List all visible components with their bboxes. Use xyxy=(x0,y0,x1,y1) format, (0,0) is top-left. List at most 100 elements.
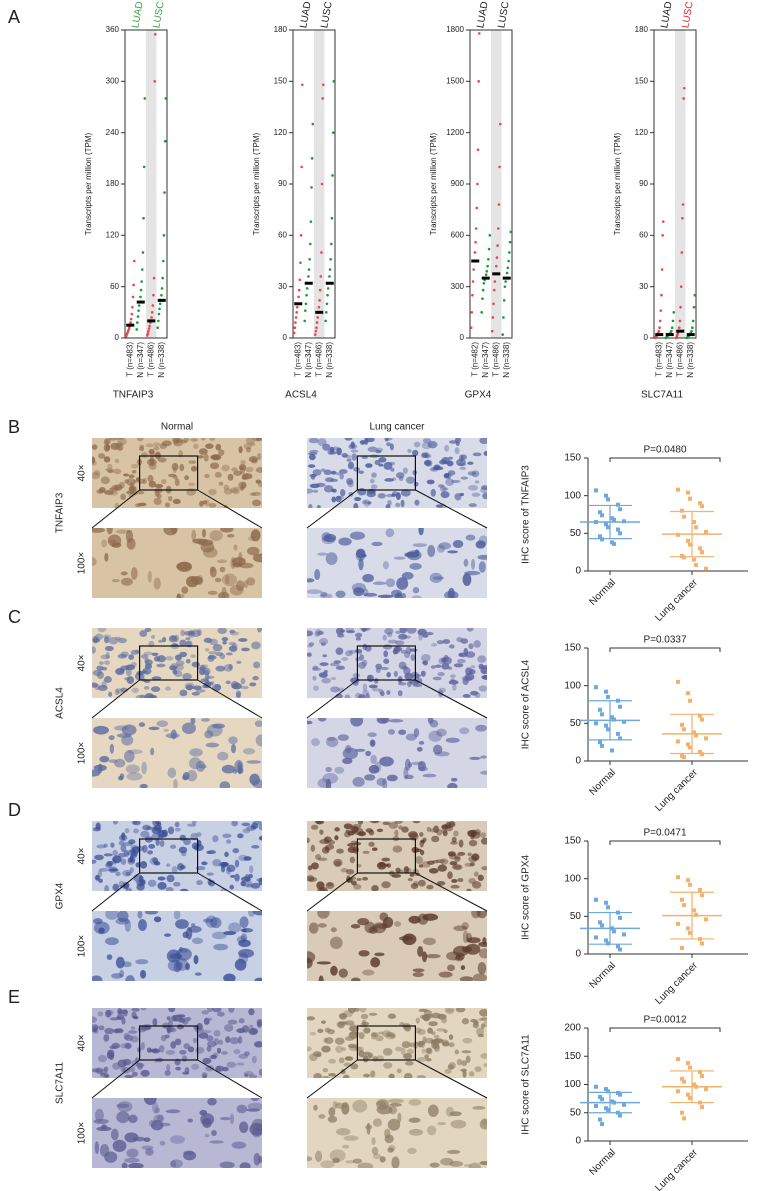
cell xyxy=(307,1016,316,1021)
cell xyxy=(128,474,135,479)
cell xyxy=(130,567,138,580)
cell xyxy=(467,830,476,838)
cell xyxy=(109,1045,118,1050)
cell xyxy=(151,676,162,681)
cell xyxy=(161,636,167,643)
cell xyxy=(130,1026,136,1030)
cell xyxy=(406,550,422,561)
cell xyxy=(395,472,405,479)
cell xyxy=(185,637,191,641)
cell xyxy=(159,1140,166,1146)
cell xyxy=(107,534,122,547)
cell xyxy=(421,452,428,458)
cell xyxy=(348,443,357,450)
cell xyxy=(378,862,386,868)
data-point xyxy=(304,302,308,306)
cell xyxy=(422,634,429,638)
data-point xyxy=(660,268,664,271)
cell xyxy=(387,1013,397,1019)
cell xyxy=(92,682,98,688)
cell xyxy=(397,682,407,686)
data-point xyxy=(321,97,324,100)
data-point xyxy=(330,216,334,220)
cell xyxy=(335,647,344,656)
cell xyxy=(441,663,450,670)
cell xyxy=(131,687,139,693)
cell xyxy=(477,554,487,560)
data-point xyxy=(600,743,604,748)
cell xyxy=(126,772,143,781)
cell xyxy=(414,499,420,506)
cell xyxy=(176,1024,184,1030)
cell xyxy=(169,1135,185,1144)
cell xyxy=(142,478,147,485)
cell xyxy=(401,1041,411,1049)
cell xyxy=(432,576,445,580)
cell xyxy=(182,931,189,939)
cell xyxy=(241,473,249,481)
cell xyxy=(97,1054,107,1063)
cell xyxy=(135,1062,145,1068)
cell xyxy=(327,882,333,887)
data-point xyxy=(704,917,708,922)
cell xyxy=(128,1030,138,1034)
cell xyxy=(415,1017,420,1024)
y-axis-label: IHC score of TNFAIP3 xyxy=(521,465,532,564)
cell xyxy=(408,831,418,839)
cell xyxy=(112,849,118,857)
cell xyxy=(257,628,262,633)
cell xyxy=(249,1024,254,1030)
cell xyxy=(397,690,403,697)
cell xyxy=(176,660,185,666)
cell xyxy=(104,885,109,891)
cell xyxy=(137,911,143,919)
cell xyxy=(360,1013,369,1020)
data-point xyxy=(670,329,673,333)
cell xyxy=(151,826,162,835)
cell xyxy=(424,459,433,467)
cell xyxy=(403,666,411,675)
cell xyxy=(92,827,101,832)
cell xyxy=(463,558,469,567)
data-point xyxy=(139,295,142,299)
cell xyxy=(468,878,476,884)
data-point xyxy=(297,295,300,299)
cell xyxy=(157,655,166,663)
cell xyxy=(388,1098,404,1104)
data-point xyxy=(606,905,610,910)
cell xyxy=(141,844,148,853)
cell xyxy=(448,1042,455,1048)
cell xyxy=(362,643,368,651)
cell xyxy=(131,1071,138,1077)
cell xyxy=(244,874,250,882)
cell xyxy=(343,823,353,830)
cell xyxy=(244,884,253,888)
cell xyxy=(424,1054,429,1059)
cell xyxy=(447,871,453,880)
cell xyxy=(415,856,423,864)
cell xyxy=(317,923,327,928)
cell xyxy=(382,561,389,570)
cell xyxy=(468,1162,482,1168)
cell xyxy=(346,477,354,485)
cell xyxy=(416,1075,426,1078)
y-tick-label: 180 xyxy=(274,25,288,34)
cell xyxy=(448,456,453,460)
cell xyxy=(473,640,481,648)
cell xyxy=(465,943,481,955)
cell xyxy=(387,639,398,644)
cell xyxy=(124,1034,134,1041)
cell xyxy=(436,829,443,836)
cell xyxy=(427,718,434,724)
data-point xyxy=(694,733,698,738)
cell xyxy=(240,685,249,690)
cell xyxy=(328,1107,336,1117)
cell xyxy=(242,828,251,834)
cell xyxy=(390,467,395,472)
cell xyxy=(334,1102,347,1109)
cell xyxy=(476,911,487,919)
cell xyxy=(426,479,435,485)
y-tick-label: 300 xyxy=(106,76,120,85)
cell xyxy=(177,862,184,871)
